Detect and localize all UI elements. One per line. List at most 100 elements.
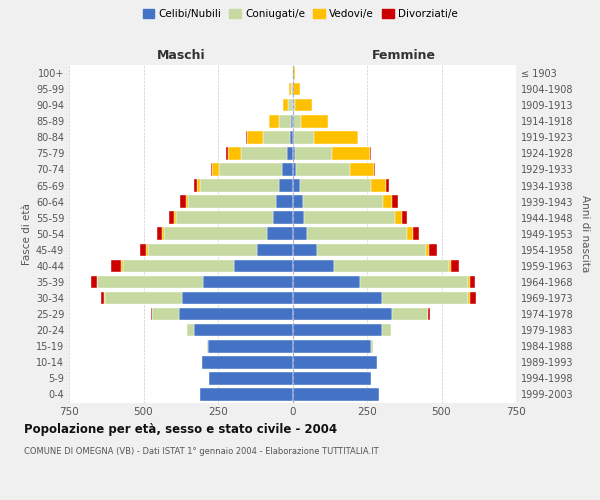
Bar	[334, 260, 449, 272]
Bar	[273, 212, 293, 224]
Bar	[293, 340, 371, 352]
Bar	[293, 147, 295, 160]
Bar	[290, 131, 293, 143]
Bar	[293, 292, 382, 304]
Bar	[293, 276, 359, 288]
Bar	[402, 212, 407, 224]
Bar	[293, 83, 299, 96]
Bar	[371, 180, 386, 192]
Bar	[407, 228, 413, 240]
Bar	[140, 244, 146, 256]
Bar	[212, 163, 220, 175]
Bar	[209, 372, 293, 384]
Bar	[332, 147, 370, 160]
Bar	[382, 292, 469, 304]
Bar	[97, 276, 203, 288]
Bar	[293, 324, 382, 336]
Bar	[247, 131, 263, 143]
Bar	[179, 308, 293, 320]
Bar	[121, 260, 122, 272]
Text: Femmine: Femmine	[372, 49, 436, 62]
Text: Maschi: Maschi	[157, 49, 205, 62]
Text: COMUNE DI OMEGNA (VB) - Dati ISTAT 1° gennaio 2004 - Elaborazione TUTTITALIA.IT: COMUNE DI OMEGNA (VB) - Dati ISTAT 1° ge…	[24, 448, 379, 456]
Bar	[293, 356, 377, 368]
Bar	[157, 228, 162, 240]
Bar	[269, 115, 280, 128]
Bar	[279, 180, 293, 192]
Bar	[392, 196, 398, 208]
Bar	[289, 99, 292, 112]
Bar	[469, 292, 470, 304]
Bar	[470, 292, 476, 304]
Bar	[226, 147, 227, 160]
Bar	[293, 67, 295, 80]
Bar	[429, 244, 437, 256]
Bar	[211, 163, 212, 175]
Bar	[174, 212, 176, 224]
Bar	[293, 180, 300, 192]
Bar	[105, 292, 182, 304]
Bar	[413, 228, 419, 240]
Bar	[293, 115, 301, 128]
Bar	[451, 260, 459, 272]
Bar	[300, 180, 371, 192]
Bar	[314, 131, 358, 143]
Bar	[371, 340, 373, 352]
Bar	[307, 228, 407, 240]
Bar	[188, 196, 276, 208]
Bar	[282, 163, 293, 175]
Bar	[181, 196, 186, 208]
Bar	[303, 196, 383, 208]
Bar	[293, 196, 303, 208]
Bar	[208, 340, 293, 352]
Legend: Celibi/Nubili, Coniugati/e, Vedovi/e, Divorziati/e: Celibi/Nubili, Coniugati/e, Vedovi/e, Di…	[139, 5, 461, 24]
Bar	[291, 83, 292, 96]
Bar	[194, 324, 293, 336]
Bar	[293, 212, 304, 224]
Bar	[382, 324, 391, 336]
Bar	[162, 228, 164, 240]
Bar	[374, 163, 376, 175]
Bar	[470, 276, 475, 288]
Bar	[111, 260, 121, 272]
Bar	[267, 228, 293, 240]
Bar	[350, 163, 374, 175]
Bar	[186, 196, 188, 208]
Bar	[101, 292, 104, 304]
Bar	[148, 244, 257, 256]
Bar	[152, 308, 179, 320]
Bar	[428, 308, 430, 320]
Bar	[449, 260, 451, 272]
Bar	[293, 228, 307, 240]
Bar	[386, 180, 389, 192]
Bar	[146, 244, 148, 256]
Bar	[293, 163, 296, 175]
Bar	[164, 228, 267, 240]
Bar	[257, 244, 293, 256]
Bar	[227, 147, 241, 160]
Bar	[293, 308, 392, 320]
Bar	[293, 372, 371, 384]
Bar	[241, 147, 287, 160]
Bar	[235, 260, 293, 272]
Bar	[287, 147, 293, 160]
Bar	[293, 244, 317, 256]
Bar	[206, 340, 208, 352]
Bar	[469, 276, 470, 288]
Bar	[151, 308, 152, 320]
Bar	[280, 115, 292, 128]
Bar	[263, 131, 290, 143]
Bar	[359, 276, 469, 288]
Bar	[276, 196, 293, 208]
Bar	[426, 244, 429, 256]
Bar	[295, 99, 311, 112]
Bar	[293, 388, 379, 400]
Bar	[220, 163, 282, 175]
Bar	[197, 180, 200, 192]
Bar	[392, 308, 428, 320]
Bar	[187, 324, 194, 336]
Bar	[293, 260, 334, 272]
Bar	[122, 260, 235, 272]
Y-axis label: Fasce di età: Fasce di età	[22, 203, 32, 264]
Bar	[202, 356, 293, 368]
